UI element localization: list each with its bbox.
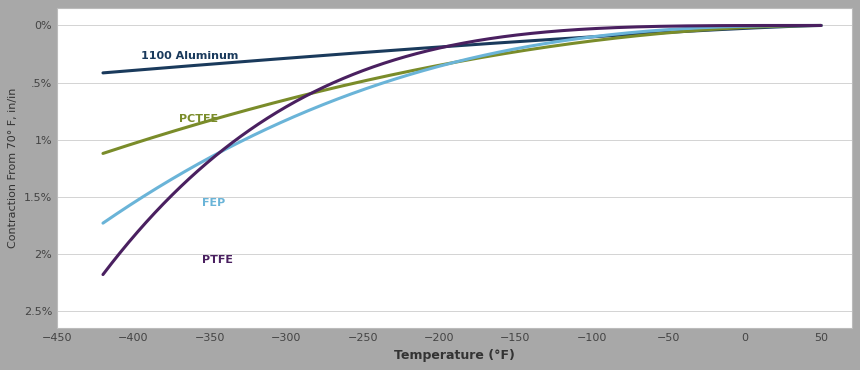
Text: FEP: FEP: [202, 198, 225, 208]
Text: PCTFE: PCTFE: [180, 114, 218, 124]
Text: PTFE: PTFE: [202, 255, 233, 265]
Text: 1100 Aluminum: 1100 Aluminum: [141, 51, 238, 61]
X-axis label: Temperature (°F): Temperature (°F): [394, 349, 515, 361]
Y-axis label: Contraction From 70° F, in/in: Contraction From 70° F, in/in: [9, 88, 18, 249]
